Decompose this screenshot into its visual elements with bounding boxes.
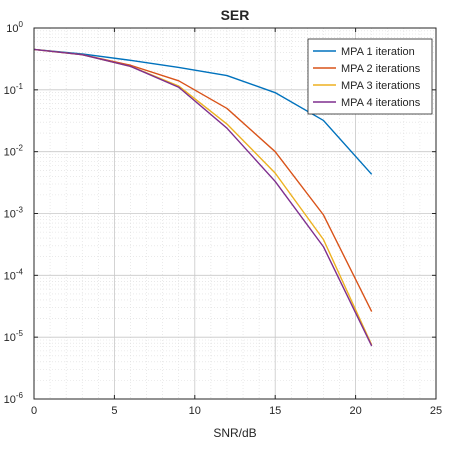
x-tick-label: 5	[111, 405, 117, 417]
y-tick-exponent: -6	[16, 391, 24, 400]
series-layer	[33, 48, 373, 347]
legend-label-4: MPA 4 iterations	[341, 97, 421, 109]
x-tick-labels: 0 5 10 15 20 25	[31, 405, 442, 417]
x-axis-label: SNR/dB	[213, 426, 256, 440]
y-tick-exponent: -2	[16, 144, 24, 153]
x-tick-label: 20	[349, 405, 361, 417]
tick-marks	[33, 27, 437, 400]
x-tick-label: 10	[189, 405, 201, 417]
y-tick-exponent: -3	[16, 206, 24, 215]
series-line-4	[33, 48, 373, 347]
x-tick-label: 0	[31, 405, 37, 417]
series-line-1	[33, 48, 373, 175]
y-tick-exponent: -4	[16, 267, 24, 276]
x-tick-label: 25	[430, 405, 442, 417]
x-tick-label: 15	[269, 405, 281, 417]
legend-label-2: MPA 2 iterations	[341, 63, 421, 75]
legend-label-1: MPA 1 iteration	[341, 46, 415, 58]
y-tick-exponent: -5	[16, 329, 24, 338]
y-tick-exponent: -1	[16, 82, 24, 91]
legend: MPA 1 iteration MPA 2 iterations MPA 3 ite…	[307, 38, 433, 115]
y-tick-exponent: 0	[19, 20, 24, 29]
chart-title: SER	[221, 7, 250, 23]
legend-label-3: MPA 3 iterations	[341, 80, 421, 92]
